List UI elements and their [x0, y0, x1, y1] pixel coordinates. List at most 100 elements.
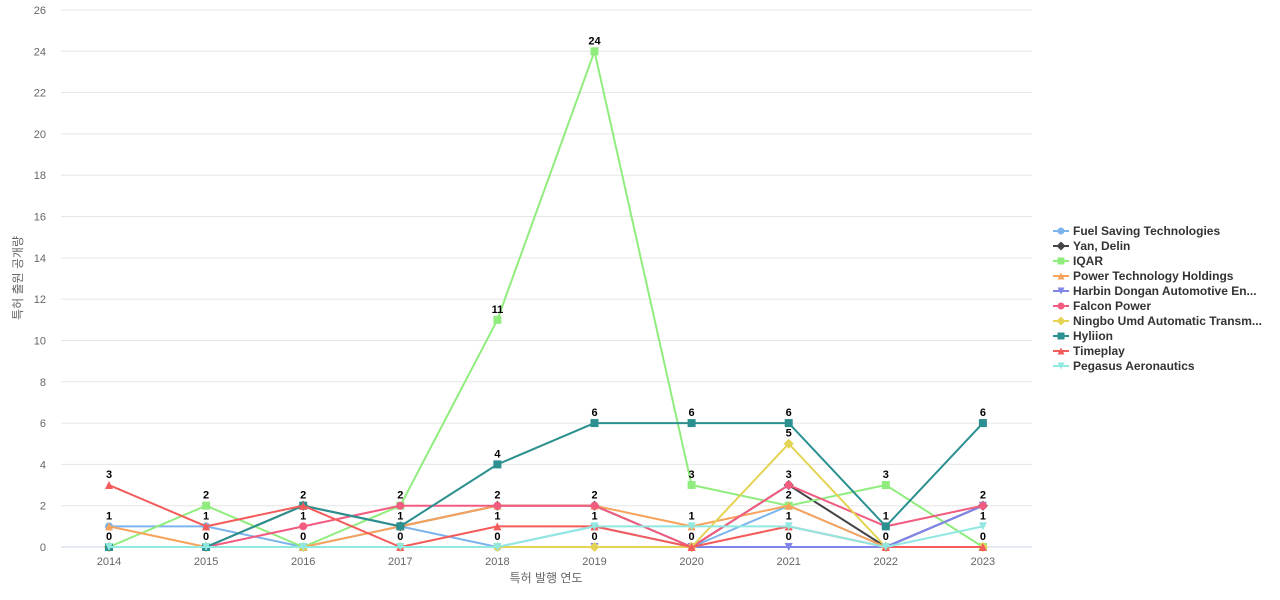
x-tick-label: 2023 — [971, 556, 995, 568]
data-label: 2 — [397, 490, 403, 502]
y-tick-label: 20 — [34, 129, 46, 141]
series-line[interactable] — [108, 484, 983, 548]
y-tick-label: 14 — [34, 253, 46, 265]
data-label: 1 — [397, 510, 403, 522]
series-lines — [104, 47, 988, 552]
legend-item[interactable]: Timeplay — [1053, 344, 1125, 358]
data-label: 2 — [591, 490, 597, 502]
data-point[interactable] — [784, 481, 793, 490]
series-line[interactable] — [109, 484, 984, 548]
data-point[interactable] — [784, 543, 793, 551]
data-point[interactable] — [396, 543, 405, 551]
data-point[interactable] — [299, 501, 308, 510]
legend-item[interactable]: Fuel Saving Technologies — [1053, 224, 1220, 238]
data-label: 2 — [494, 490, 500, 502]
data-label: 0 — [494, 531, 500, 543]
data-point[interactable] — [493, 522, 502, 531]
data-label: 5 — [786, 428, 792, 440]
data-point[interactable] — [881, 543, 890, 551]
data-point[interactable] — [784, 522, 793, 531]
data-point[interactable] — [783, 438, 794, 449]
data-point[interactable] — [687, 522, 696, 531]
data-point[interactable] — [978, 419, 987, 428]
x-axis-title: 특허 발행 연도 — [510, 570, 583, 585]
data-point[interactable] — [105, 543, 113, 551]
data-label: 6 — [689, 407, 695, 419]
data-label: 3 — [106, 469, 112, 481]
data-point[interactable] — [881, 522, 890, 531]
legend-item[interactable]: Harbin Dongan Automotive En... — [1053, 284, 1257, 298]
legend-symbol — [1056, 241, 1066, 251]
legend-symbol — [1057, 257, 1065, 265]
x-tick-label: 2018 — [485, 556, 509, 568]
data-label: 0 — [300, 531, 306, 543]
x-tick-label: 2022 — [874, 556, 898, 568]
data-point[interactable] — [396, 522, 405, 531]
data-label: 1 — [786, 510, 792, 522]
data-label: 0 — [397, 531, 403, 543]
legend-item[interactable]: Yan, Delin — [1053, 239, 1130, 253]
series-line[interactable] — [109, 484, 984, 548]
data-point[interactable] — [202, 543, 211, 551]
data-label: 0 — [883, 531, 889, 543]
data-label: 0 — [591, 531, 597, 543]
data-point[interactable] — [784, 501, 793, 510]
data-label: 1 — [883, 510, 889, 522]
legend-symbol — [1056, 316, 1066, 326]
data-label: 0 — [689, 531, 695, 543]
data-point[interactable] — [590, 419, 599, 428]
data-point[interactable] — [687, 543, 696, 551]
data-point[interactable] — [105, 522, 113, 531]
data-label: 24 — [588, 35, 601, 47]
legend-item[interactable]: IQAR — [1053, 254, 1103, 268]
data-point[interactable] — [590, 47, 599, 56]
data-point[interactable] — [299, 543, 308, 551]
series-line[interactable] — [109, 525, 984, 548]
data-point[interactable] — [493, 543, 502, 551]
legend-item[interactable]: Ningbo Umd Automatic Transm... — [1053, 314, 1262, 328]
x-tick-label: 2014 — [97, 556, 121, 568]
data-point[interactable] — [784, 419, 793, 428]
data-label: 11 — [492, 304, 504, 316]
data-point[interactable] — [396, 501, 405, 510]
x-axis-ticks: 2014 2015 2016 2017 2018 2019 2020 2021 2022 2023 — [97, 556, 995, 568]
data-label: 1 — [300, 510, 306, 522]
data-label: 2 — [980, 490, 986, 502]
legend-item[interactable]: Power Technology Holdings — [1053, 269, 1234, 283]
series-line[interactable] — [109, 422, 984, 548]
x-tick-label: 2016 — [291, 556, 315, 568]
data-point[interactable] — [202, 522, 211, 531]
data-point[interactable] — [105, 481, 113, 490]
legend-label: Falcon Power — [1073, 299, 1151, 313]
data-point[interactable] — [589, 542, 600, 552]
data-point[interactable] — [978, 501, 987, 510]
data-point[interactable] — [978, 522, 987, 531]
data-point[interactable] — [202, 501, 211, 510]
legend-item[interactable]: Pegasus Aeronautics — [1053, 359, 1195, 373]
x-tick-label: 2015 — [194, 556, 218, 568]
legend-item[interactable]: Hyliion — [1053, 329, 1113, 343]
data-label: 6 — [786, 407, 792, 419]
data-label: 1 — [106, 510, 112, 522]
data-point[interactable] — [687, 481, 696, 490]
y-tick-label: 2 — [40, 501, 46, 513]
data-point[interactable] — [978, 543, 987, 551]
data-point[interactable] — [493, 460, 502, 469]
y-tick-label: 12 — [34, 294, 46, 306]
data-label: 2 — [203, 490, 209, 502]
data-point[interactable] — [493, 315, 502, 324]
legend-item[interactable]: Falcon Power — [1053, 299, 1151, 313]
data-point[interactable] — [299, 522, 308, 531]
data-point[interactable] — [590, 501, 599, 510]
data-label: 6 — [980, 407, 986, 419]
data-point[interactable] — [687, 419, 696, 428]
data-label: 0 — [203, 531, 209, 543]
data-point[interactable] — [881, 481, 890, 490]
legend-symbol — [1057, 302, 1065, 310]
legend-label: Ningbo Umd Automatic Transm... — [1073, 314, 1262, 328]
data-point[interactable] — [493, 501, 502, 510]
series-9 — [105, 522, 987, 551]
data-point[interactable] — [590, 522, 599, 531]
